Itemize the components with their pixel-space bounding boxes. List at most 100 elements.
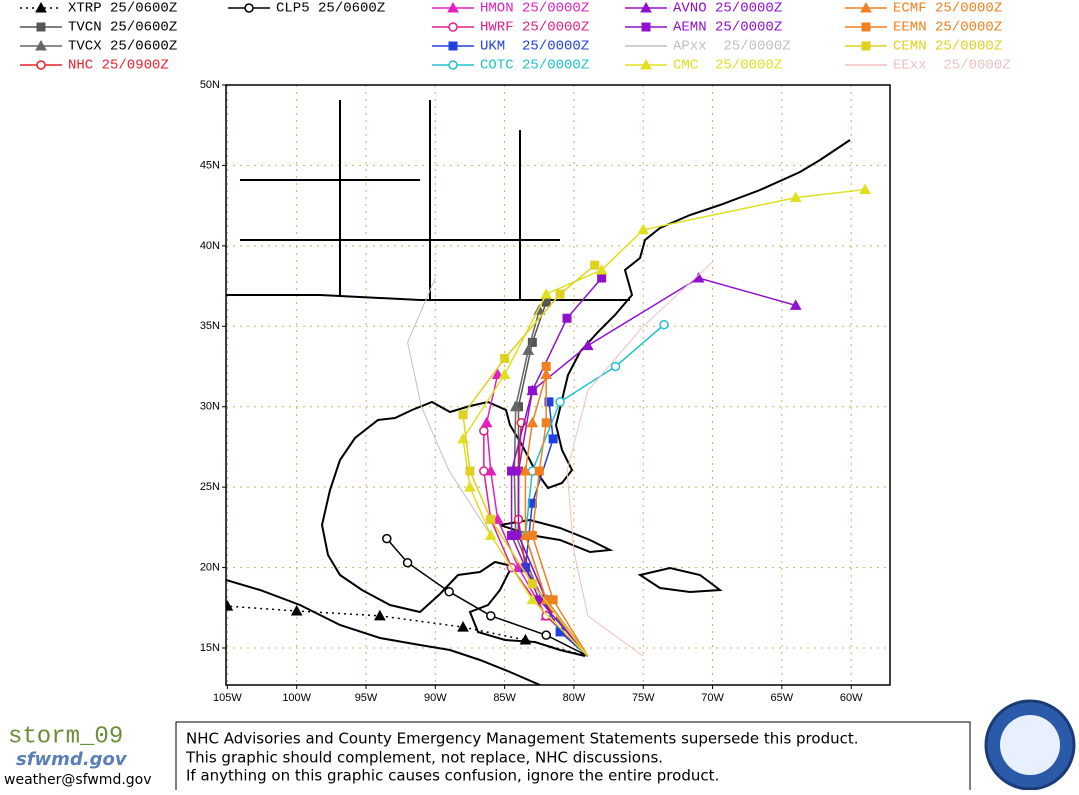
track-point <box>509 400 522 412</box>
legend-label: EEMN 25/0000Z <box>893 20 1002 36</box>
legend-marker <box>447 1 459 13</box>
track-point <box>484 529 497 540</box>
y-tick-label: 20N <box>200 561 220 573</box>
track-point <box>457 621 469 632</box>
legend-marker <box>640 58 652 70</box>
track-point <box>534 466 544 476</box>
track-point <box>507 530 517 540</box>
y-tick-label: 45N <box>200 159 220 171</box>
legend-marker <box>861 22 871 32</box>
legend-label: TVCX 25/0600Z <box>68 39 177 55</box>
track-point <box>590 260 600 270</box>
legend-marker <box>448 22 458 32</box>
x-tick-label: 60W <box>840 692 863 704</box>
legend-label: APxx 25/0000Z <box>673 39 791 55</box>
x-tick-label: 70W <box>701 692 724 704</box>
track-point <box>522 344 535 355</box>
disclaimer-line: NHC Advisories and County Emergency Mana… <box>186 730 859 748</box>
track-point <box>859 183 871 195</box>
track-line <box>483 430 589 657</box>
x-tick-label: 95W <box>355 692 378 704</box>
legend-marker <box>641 22 651 32</box>
track-point <box>548 595 558 605</box>
legend-label: AVNO 25/0000Z <box>673 1 782 17</box>
legend-label: XTRP 25/0600Z <box>68 1 177 17</box>
track-point <box>491 368 504 380</box>
track-point <box>659 319 669 330</box>
track-point <box>374 609 386 621</box>
legend-label: HMON 25/0000Z <box>480 1 589 17</box>
legend-label: AEMN 25/0000Z <box>673 20 782 36</box>
track-point <box>527 530 537 540</box>
x-tick-label: 105W <box>213 692 242 704</box>
legend-label: CLP5 25/0600Z <box>276 1 385 17</box>
track-point <box>479 466 489 476</box>
track-point <box>527 337 537 347</box>
track-point <box>527 386 537 396</box>
track-point <box>789 191 802 203</box>
x-tick-label: 100W <box>282 692 311 704</box>
legend-marker <box>36 60 46 70</box>
track-point <box>226 600 234 611</box>
site-logo: sfwmd.gov <box>16 749 128 770</box>
legend-marker <box>861 41 871 51</box>
track-line <box>462 264 596 657</box>
track-point <box>637 223 650 235</box>
legend-label: UKM 25/0000Z <box>480 39 589 55</box>
disclaimer-box <box>175 721 971 795</box>
track-point <box>597 273 607 283</box>
track-line <box>531 366 589 657</box>
y-tick-label: 50N <box>200 79 220 91</box>
track-point <box>464 481 476 492</box>
x-tick-label: 75W <box>632 692 655 704</box>
email: weather@sfwmd.gov <box>4 772 152 788</box>
legend-marker <box>35 39 47 51</box>
track-point <box>465 466 475 476</box>
track-point <box>541 630 551 640</box>
map-area <box>226 85 890 685</box>
storm-id: storm_09 <box>8 723 123 750</box>
track-point <box>382 533 392 544</box>
track-point <box>402 557 413 568</box>
legend-label: COTC 25/0000Z <box>480 58 589 74</box>
track-point <box>555 289 565 299</box>
y-tick-label: 15N <box>200 642 220 654</box>
track-point <box>498 368 511 380</box>
track-point <box>610 361 621 372</box>
track-line <box>524 374 589 657</box>
track-point <box>479 426 489 436</box>
track-point <box>290 604 303 616</box>
legend-label: NHC 25/0900Z <box>68 58 169 74</box>
legend-marker <box>448 60 458 70</box>
track-point <box>519 633 532 645</box>
track-point <box>526 416 539 428</box>
x-tick-label: 85W <box>493 692 516 704</box>
track-line <box>566 261 713 657</box>
track-point <box>444 586 454 597</box>
track-point <box>486 514 496 524</box>
track-point <box>562 313 572 323</box>
y-tick-label: 40N <box>200 240 220 252</box>
legend-marker <box>35 1 47 13</box>
legend-label: ECMF 25/0000Z <box>893 1 1002 17</box>
legend-label: HWRF 25/0000Z <box>480 20 589 36</box>
track-point <box>548 434 558 444</box>
track-point <box>581 339 594 351</box>
disclaimer-line: This graphic should complement, not repl… <box>185 749 663 767</box>
track-point <box>555 627 565 637</box>
track-point <box>789 299 802 310</box>
map-frame <box>225 84 891 686</box>
track-point <box>526 593 539 605</box>
track-point <box>500 353 510 363</box>
track-point <box>541 611 551 621</box>
track-point <box>527 579 537 589</box>
legend-marker <box>244 3 254 13</box>
x-tick-label: 90W <box>424 692 447 704</box>
coastlines <box>226 100 851 685</box>
legend-marker <box>640 1 652 13</box>
track-point <box>486 611 496 621</box>
track-point <box>555 397 565 407</box>
track-line <box>386 538 589 657</box>
legend-marker <box>860 1 872 13</box>
